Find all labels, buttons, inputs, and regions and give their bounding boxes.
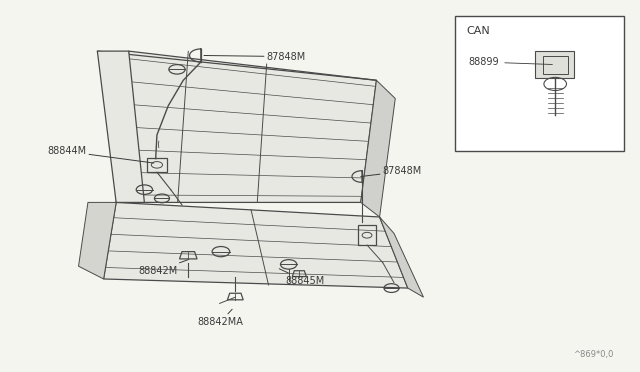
Polygon shape [97, 51, 145, 202]
Text: 88844M: 88844M [47, 146, 154, 163]
Text: 87848M: 87848M [361, 166, 422, 177]
Bar [455, 16, 624, 151]
Text: ^869*0,0: ^869*0,0 [573, 350, 613, 359]
Polygon shape [116, 51, 376, 202]
Text: 88899: 88899 [468, 57, 552, 67]
Text: 88845M: 88845M [279, 269, 324, 286]
Text: 87848M: 87848M [204, 52, 306, 62]
Text: 88842M: 88842M [138, 260, 188, 276]
Text: CAN: CAN [466, 26, 490, 36]
Polygon shape [361, 80, 396, 217]
Polygon shape [79, 202, 116, 279]
Text: 88842MA: 88842MA [198, 309, 244, 327]
Polygon shape [380, 217, 424, 297]
Polygon shape [104, 202, 408, 288]
Polygon shape [535, 51, 574, 78]
